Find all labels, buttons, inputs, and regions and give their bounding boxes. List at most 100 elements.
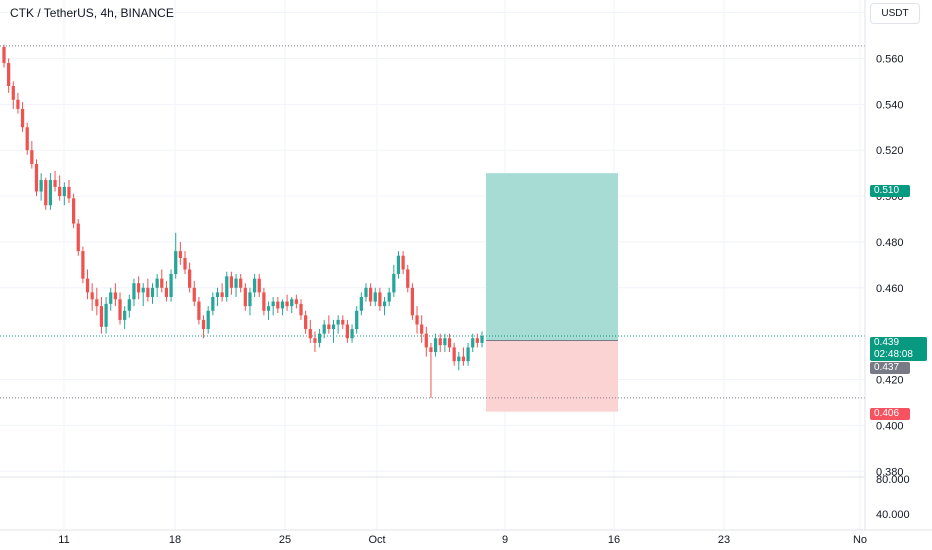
candle-body [81,251,85,279]
candle-body [67,186,71,199]
candle-body [475,338,479,343]
candle [192,280,196,307]
candle-body [433,338,438,353]
candle [331,319,336,343]
candle-body [443,338,447,346]
candle-body [252,278,257,293]
candle-body [229,276,234,288]
candle [53,170,57,192]
candle-body [95,299,99,307]
candle [132,278,136,307]
candle [387,287,391,307]
candle [368,283,373,307]
candle-body [424,333,428,348]
candle [420,315,424,343]
candle-body [7,63,11,86]
candle [294,294,298,309]
candle-body [150,287,155,297]
candle [62,182,66,206]
candle-body [34,163,39,192]
candle-body [2,47,6,64]
loss-zone[interactable] [486,340,618,412]
currency-button[interactable]: USDT [870,3,920,24]
candle-body [215,292,220,297]
candle [327,315,331,334]
candle [252,274,257,297]
candle-body [373,292,377,302]
candle [243,283,247,311]
candle-body [322,324,326,334]
candle [373,287,377,307]
candle-body [257,278,261,293]
volume-axis: 80.000 40.000 [876,474,910,521]
candle [304,310,308,334]
candle-body [387,292,391,302]
candle [308,319,312,343]
candle [206,306,210,334]
candle [466,342,470,366]
candle-body [429,347,433,353]
candle [95,287,99,316]
candle [211,292,215,316]
time-axis[interactable]: 11 18 25 Oct 9 16 23 No [58,534,867,546]
candle [396,251,401,279]
candle [239,274,243,293]
candle [225,271,229,302]
candle-body [290,299,294,307]
candle [85,269,90,300]
candle [150,283,155,304]
candle [81,246,85,284]
candle-body [392,274,396,293]
candle [280,299,285,316]
candle-body [39,180,43,192]
candle [127,294,131,318]
candle [336,315,340,334]
x-tick-label: 18 [169,534,181,546]
candle [248,287,252,316]
profit-zone[interactable] [486,173,618,341]
candle [109,287,113,311]
candle-body [169,274,173,297]
candle [99,296,104,334]
candle [457,352,461,371]
candle-body [155,278,159,288]
x-tick-label: 16 [608,534,620,546]
reference-lines [0,45,865,399]
candle [433,333,438,357]
y-tick-label: 0.560 [876,53,904,65]
candle-body [368,287,373,302]
candle-body [58,186,62,197]
candle [276,296,280,314]
x-tick-label: 9 [502,534,508,546]
candle [169,269,173,302]
candle [290,296,294,314]
candle [401,251,405,275]
volume-tick-label: 80.000 [876,474,910,486]
chart-title: CTK / TetherUS, 4h, BINANCE [10,6,174,20]
y-tick-label: 0.520 [876,145,904,157]
candle [443,333,447,353]
candle-body [113,292,118,300]
candle-body [438,338,442,346]
candle-body [188,269,192,288]
candle-body [16,99,20,109]
candle-body [146,287,150,297]
candle-body [11,85,15,100]
candle-body [183,257,187,270]
candle-body [132,283,136,300]
candle [410,283,415,320]
candle [461,347,466,366]
candle-body [211,296,215,311]
candle-body [44,180,48,206]
candle [359,292,363,316]
candle [322,319,326,339]
candle-body [401,255,405,270]
candle-body [53,180,57,187]
candle-body [127,299,131,311]
candle [25,122,29,155]
candle-body [382,301,387,307]
candle [30,141,34,169]
candle [118,292,122,325]
candle-body [271,301,275,307]
